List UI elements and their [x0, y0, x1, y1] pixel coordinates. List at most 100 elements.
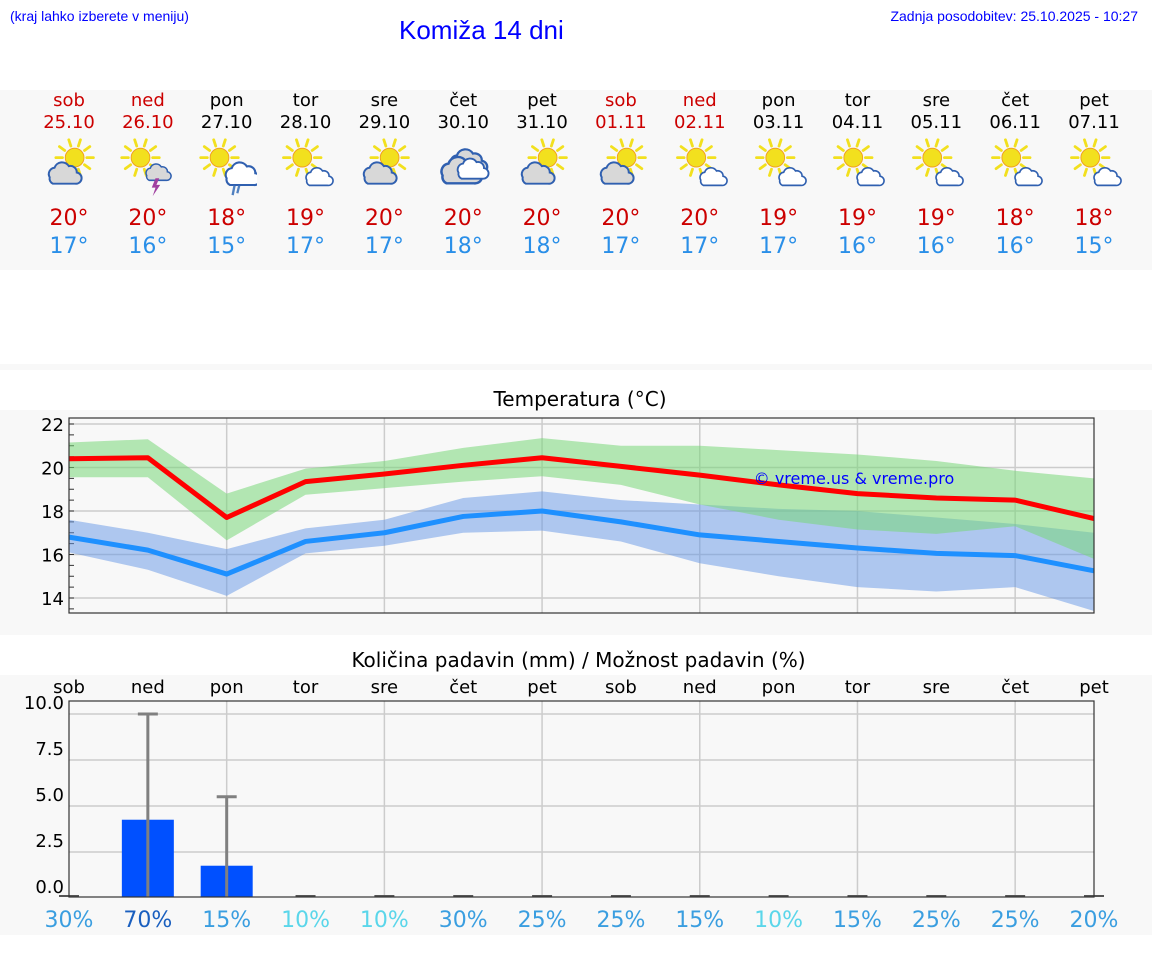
day-date: 05.11 [910, 112, 963, 133]
day-name: tor [844, 90, 871, 111]
x-category-label: sre [923, 677, 950, 698]
precip-probability: 10% [281, 908, 330, 933]
y-tick-label: 2.5 [35, 831, 64, 852]
max-temp: 19° [916, 206, 956, 231]
day-name: sob [605, 90, 637, 111]
y-tick-label: 18 [41, 502, 64, 523]
mostly-sunny-icon [912, 138, 965, 187]
day-name: pon [209, 90, 244, 111]
day-name: čet [449, 90, 478, 111]
y-tick-label: 22 [41, 415, 64, 436]
day-name: sre [370, 90, 399, 111]
day-date: 25.10 [43, 112, 95, 133]
x-category-label: ned [131, 677, 165, 698]
day-date: 29.10 [358, 112, 411, 133]
min-temp: 18° [443, 234, 483, 259]
max-temp: 20° [601, 206, 641, 231]
day-name: ned [130, 90, 165, 111]
max-temp: 19° [759, 206, 799, 231]
day-date: 03.11 [752, 112, 805, 133]
forecast-day: ned 02.11 20° 17° [661, 90, 739, 261]
y-tick-label: 0.0 [35, 877, 64, 898]
forecast-day: sre 05.11 19° 16° [897, 90, 975, 261]
x-category-label: tor [293, 677, 319, 698]
x-category-label: ned [683, 677, 717, 698]
precip-probability: 15% [202, 908, 251, 933]
min-temp: 17° [759, 234, 799, 259]
y-tick-label: 20 [41, 459, 64, 480]
day-date: 26.10 [122, 112, 174, 133]
day-date: 04.11 [831, 112, 884, 133]
x-category-label: pet [1079, 677, 1109, 698]
forecast-day: pon 03.11 19° 17° [740, 90, 818, 261]
min-temp: 17° [49, 234, 89, 259]
day-name: ned [682, 90, 717, 111]
min-temp: 17° [364, 234, 404, 259]
day-date: 06.11 [989, 112, 1041, 133]
day-name: sre [922, 90, 951, 111]
y-tick-label: 10.0 [24, 693, 64, 714]
rain-shower-icon [199, 138, 257, 196]
mostly-sunny-icon [991, 138, 1043, 187]
plot-area [69, 701, 1094, 897]
forecast-day: čet 06.11 18° 16° [976, 90, 1054, 261]
min-temp: 17° [601, 234, 641, 259]
last-updated: Zadnja posodobitev: 25.10.2025 - 10:27 [890, 8, 1138, 24]
min-temp: 18° [522, 234, 562, 259]
precip-probability: 25% [518, 908, 567, 933]
x-category-label: sre [371, 677, 398, 698]
min-temp: 16° [837, 234, 877, 259]
watermark: © vreme.us & vreme.pro [754, 469, 955, 488]
max-temp: 20° [680, 206, 720, 231]
max-temp: 20° [128, 206, 168, 231]
max-temp-line [68, 455, 1095, 522]
day-name: pon [761, 90, 796, 111]
precip-probability: 10% [360, 908, 409, 933]
mostly-sunny-icon [675, 138, 728, 187]
min-temp: 15° [207, 234, 247, 259]
mostly-sunny-icon [1070, 138, 1122, 187]
min-temp: 16° [916, 234, 956, 259]
max-temp: 20° [443, 206, 483, 231]
x-category-label: pon [210, 677, 244, 698]
precip-probability: 25% [991, 908, 1040, 933]
max-temp: 19° [837, 206, 877, 231]
location-menu-hint: (kraj lahko izberete v meniju) [10, 8, 189, 24]
mostly-sunny-icon [754, 138, 807, 187]
precip-probability: 15% [675, 908, 724, 933]
cloudy-icon [440, 148, 490, 185]
precip-probability: 10% [754, 908, 803, 933]
min-temp: 16° [995, 234, 1035, 259]
precip-probability: 70% [123, 908, 172, 933]
divider [0, 364, 1152, 370]
day-date: 02.11 [674, 112, 726, 133]
max-temp: 20° [522, 206, 562, 231]
forecast-day: čet 30.10 20° 18° [424, 90, 502, 261]
x-category-label: čet [449, 677, 477, 698]
day-date: 30.10 [437, 112, 489, 133]
forecast-day: pon 27.10 18° 15° [188, 90, 266, 261]
precipitation-chart-title: Količina padavin (mm) / Možnost padavin … [351, 648, 806, 672]
x-category-label: čet [1001, 677, 1029, 698]
day-name: pet [1079, 90, 1109, 111]
day-date: 07.11 [1068, 112, 1120, 133]
day-name: tor [292, 90, 319, 111]
min-temp: 17° [286, 234, 326, 259]
day-date: 31.10 [516, 112, 568, 133]
day-name: sob [53, 90, 85, 111]
min-temp-line [68, 508, 1095, 577]
partly-cloudy-icon [47, 138, 95, 185]
forecast-day: sre 29.10 20° 17° [345, 90, 423, 261]
x-category-label: sob [53, 677, 85, 698]
precip-probability: 25% [596, 908, 645, 933]
mostly-sunny-icon [833, 138, 886, 187]
precip-probability: 20% [1070, 908, 1119, 933]
max-range-band [69, 438, 1094, 559]
forecast-day: tor 04.11 19° 16° [818, 90, 896, 261]
min-temp: 17° [680, 234, 720, 259]
thunderstorm-icon [120, 138, 172, 197]
max-temp: 20° [49, 206, 89, 231]
day-date: 01.11 [595, 112, 647, 133]
